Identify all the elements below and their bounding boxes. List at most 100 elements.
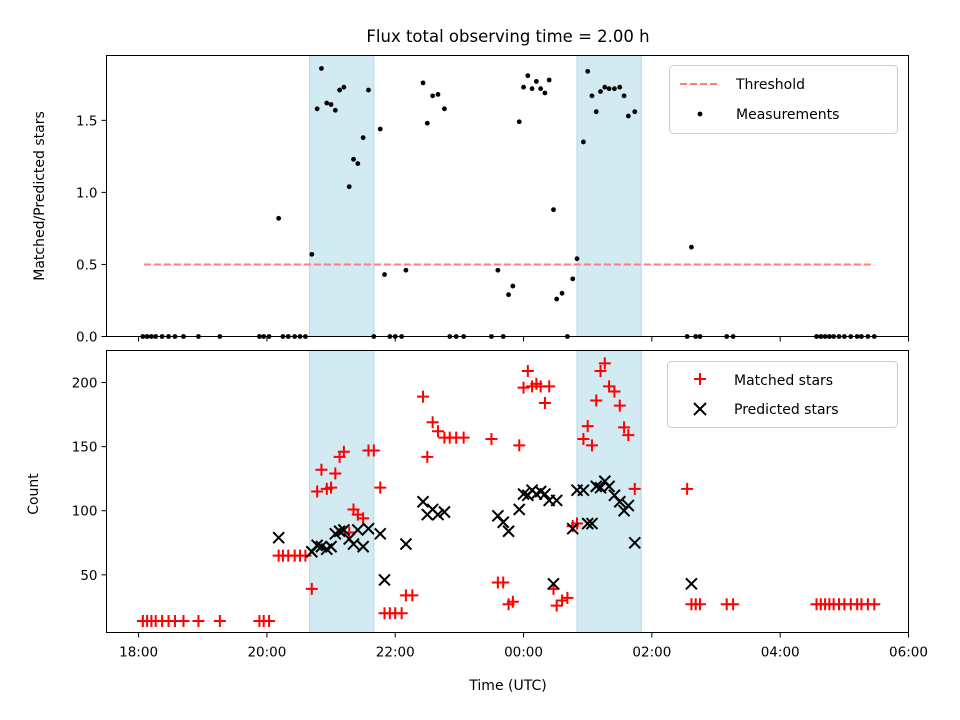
measurements-legend-label: Measurements: [736, 107, 839, 123]
matched-star-point: [613, 399, 626, 412]
matched-star-point: [868, 598, 881, 611]
measurement-point: [538, 86, 544, 92]
measurement-point: [546, 77, 552, 83]
predicted-star-point: [431, 508, 445, 521]
measurement-point: [506, 292, 511, 298]
bottom-x-ticks: 18:00 20:00 22:00 00:00 02:00 04:00 06:00: [119, 632, 928, 661]
measurement-point: [602, 84, 608, 90]
matched-star-point: [603, 380, 616, 393]
measurement-point: [346, 184, 352, 190]
predicted-star-point: [550, 494, 563, 507]
threshold-legend-label: Threshold: [735, 77, 805, 93]
measurement-point: [276, 215, 282, 221]
y-tick-label: 1.5: [76, 113, 97, 129]
matched-star-point: [315, 463, 328, 476]
predicted-star-point: [517, 487, 530, 501]
y-tick-label: 100: [72, 504, 98, 520]
measurement-point: [612, 86, 617, 92]
measurement-point: [598, 89, 603, 94]
predicted-legend-label: Predicted stars: [734, 402, 839, 418]
y-tick-label: 50: [80, 568, 97, 584]
measurement-point: [510, 283, 516, 289]
measurement-point: [341, 84, 347, 90]
measurement-point: [424, 120, 430, 126]
predicted-star-point: [356, 540, 370, 553]
matched-star-point: [421, 450, 434, 463]
predicted-star-point: [547, 577, 560, 590]
matched-star-point: [628, 482, 641, 495]
bottom-panel: 50 100 150 200 18:00 20:00 22:00 00:00 02:00 04:…: [26, 350, 928, 694]
predicted-star-point: [272, 531, 285, 544]
predicted-star-point: [438, 505, 451, 519]
matched-star-point: [417, 390, 430, 403]
measurements-legend-marker: [697, 111, 703, 117]
predicted-star-point: [378, 573, 391, 587]
matched-star-point: [305, 582, 318, 595]
predicted-legend-marker: [693, 402, 707, 416]
measurement-point: [581, 139, 586, 145]
measurement-point: [606, 86, 612, 92]
matched-star-point: [550, 599, 563, 612]
predicted-star-point: [622, 499, 635, 512]
predicted-star-point: [613, 495, 626, 508]
matched-star-point: [608, 385, 621, 398]
chart-title: Flux total observing time = 2.00 h: [366, 27, 649, 46]
matched-star-point: [192, 614, 205, 627]
top-legend-box: [669, 65, 898, 134]
measurement-point: [621, 93, 627, 99]
matched-star-point: [177, 614, 190, 627]
predicted-star-points: [272, 475, 698, 590]
predicted-star-point: [351, 523, 365, 537]
shaded-interval-1: [309, 55, 375, 337]
measurement-point: [521, 84, 526, 90]
shaded-interval-2: [576, 55, 642, 337]
predicted-star-point: [333, 525, 346, 538]
measurement-point: [625, 113, 631, 119]
matched-star-point: [556, 594, 569, 607]
measurement-point: [495, 267, 501, 273]
measurement-point: [570, 276, 576, 282]
predicted-star-point: [362, 522, 375, 535]
matched-star-point: [367, 444, 380, 457]
x-tick-label: 00:00: [504, 645, 543, 661]
matched-star-point: [590, 394, 603, 407]
matched-star-point: [325, 481, 338, 494]
matched-star-point: [506, 595, 519, 608]
measurement-point: [377, 126, 383, 132]
bottom-y-ticks: 50 100 150 200: [72, 376, 107, 584]
measurement-point: [525, 73, 531, 79]
y-tick-label: 200: [72, 376, 98, 392]
bottom-legend: Matched stars Predicted stars: [667, 361, 898, 428]
x-tick-label: 20:00: [247, 645, 286, 661]
measurement-point: [332, 107, 338, 113]
predicted-star-point: [628, 536, 641, 549]
predicted-star-point: [685, 577, 698, 590]
x-tick-label: 02:00: [632, 645, 671, 661]
predicted-star-point: [513, 503, 526, 516]
matched-star-point: [538, 397, 551, 410]
measurement-point: [351, 156, 356, 162]
predicted-star-point: [538, 487, 552, 501]
measurement-point: [593, 109, 599, 115]
measurement-point: [382, 272, 387, 277]
matched-star-point: [622, 429, 635, 442]
predicted-star-point: [374, 527, 387, 541]
measurement-point: [403, 267, 409, 273]
y-tick-label: 0.0: [76, 330, 97, 346]
shaded-interval-2: [576, 350, 642, 633]
x-axis-label: Time (UTC): [468, 678, 546, 694]
measurement-point: [516, 119, 522, 125]
measurement-point: [442, 106, 447, 112]
top-y-ticks: 0.0 0.5 1.0 1.5: [76, 113, 107, 346]
measurement-point: [324, 100, 330, 106]
measurement-point: [420, 80, 426, 86]
matched-star-point: [543, 380, 556, 393]
measurement-point: [314, 106, 320, 112]
matched-star-point: [561, 591, 574, 604]
matched-star-point: [681, 482, 694, 495]
measurement-point: [319, 66, 324, 71]
measurement-point: [617, 84, 623, 90]
predicted-star-point: [399, 537, 413, 551]
top-panel: 0.0 0.5 1.0 1.5 Matched/Predicted stars Thr…: [32, 55, 909, 346]
matched-star-point: [517, 381, 530, 394]
